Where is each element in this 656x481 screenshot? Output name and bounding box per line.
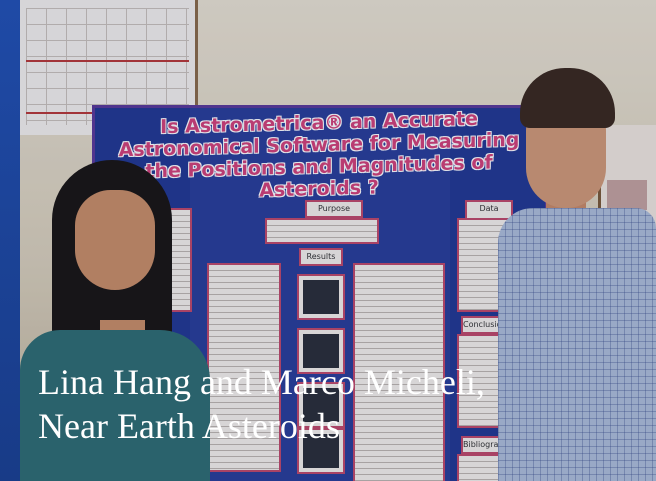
results-text-card bbox=[207, 263, 281, 472]
caption-line-names: Lina Hang and Marco Micheli, bbox=[38, 362, 485, 402]
results-label: Results bbox=[299, 248, 343, 266]
data-table-card bbox=[353, 263, 445, 481]
purpose-card bbox=[265, 218, 379, 244]
wall-calendar bbox=[20, 0, 198, 135]
shirt bbox=[20, 330, 210, 481]
caption-line-topic: Near Earth Asteroids bbox=[38, 406, 340, 446]
calendar-rule bbox=[26, 60, 189, 62]
shirt bbox=[498, 208, 656, 481]
results-image bbox=[297, 274, 345, 320]
results-image bbox=[297, 328, 345, 374]
person-right bbox=[498, 68, 656, 481]
photo-shade bbox=[20, 0, 656, 481]
results-image bbox=[297, 382, 345, 428]
results-image bbox=[297, 428, 345, 474]
purpose-label: Purpose bbox=[305, 200, 363, 218]
caption: Lina Hang and Marco Micheli, Near Earth … bbox=[38, 360, 638, 448]
hair bbox=[520, 68, 615, 128]
conclusion-label: Conclusion bbox=[461, 316, 507, 334]
person-left bbox=[20, 160, 220, 481]
side-poster-image bbox=[607, 180, 647, 210]
face bbox=[75, 190, 155, 290]
photo: Is Astrometrica® an Accurate Astronomica… bbox=[20, 0, 656, 481]
